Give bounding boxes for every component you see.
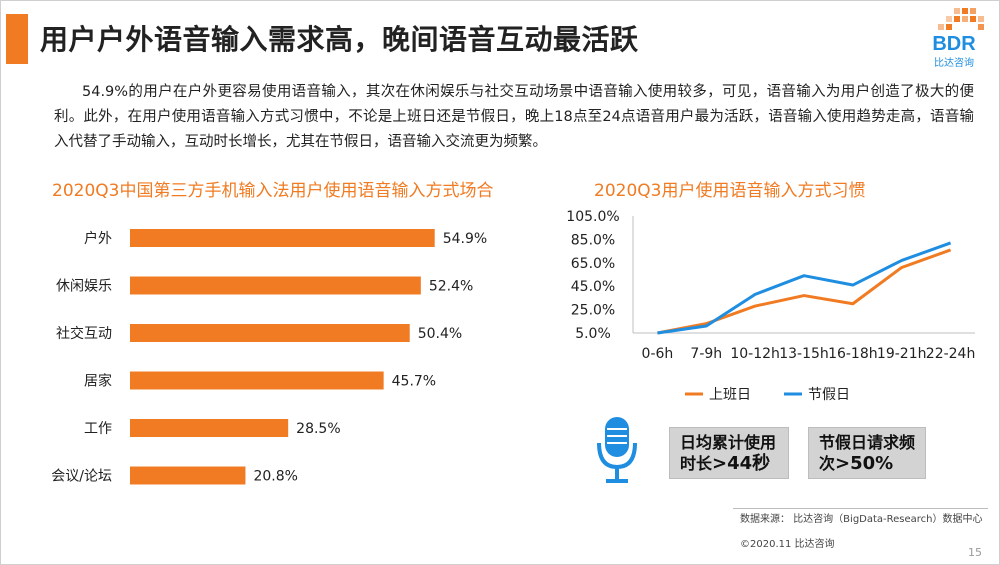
stat-line1: 日均累计使用 (680, 433, 777, 452)
bar (130, 324, 410, 342)
legend-label: 节假日 (808, 387, 850, 403)
stat-value: >44秒 (712, 453, 771, 474)
series-line (657, 248, 952, 335)
series-line (657, 241, 952, 335)
line-chart-title: 2020Q3用户使用语音输入方式习惯 (594, 181, 866, 201)
bar-chart: 户外 54.9% 休闲娱乐 52.4% 社交互动 50.4% 居家 45.7% 工作 28.5% 会… (51, 229, 487, 485)
y-tick-label: 5.0% (575, 326, 611, 342)
title-accent-bar (6, 14, 28, 64)
x-tick-label: 19-21h (877, 346, 927, 362)
stat-line1: 节假日请求频 (819, 433, 916, 452)
bar (130, 276, 421, 295)
x-tick-label: 13-15h (779, 346, 829, 362)
bar-value-label: 50.4% (418, 326, 462, 342)
bar-category-label: 居家 (84, 373, 112, 390)
stat-box-daily-duration: 日均累计使用 时长>44秒 (669, 427, 789, 479)
bar-chart-title: 2020Q3中国第三方手机输入法用户使用语音输入方式场合 (52, 181, 494, 201)
x-tick-label: 22-24h (926, 346, 976, 362)
source-divider (733, 508, 988, 509)
bar (130, 419, 289, 437)
y-tick-label: 65.0% (571, 256, 615, 272)
bar-value-label: 20.8% (253, 469, 297, 485)
logo-text: BDR (932, 33, 976, 55)
stat-box-holiday-requests: 节假日请求频 次>50% (808, 427, 926, 479)
bar-value-label: 52.4% (429, 279, 473, 295)
bar-category-label: 工作 (84, 421, 112, 437)
bar-value-label: 28.5% (296, 421, 340, 437)
page-number: 15 (968, 546, 982, 559)
logo-subtext: 比达咨询 (934, 56, 974, 69)
y-tick-label: 45.0% (571, 279, 615, 295)
y-tick-label: 25.0% (571, 303, 615, 319)
x-tick-label: 10-12h (730, 346, 780, 362)
bar-value-label: 54.9% (443, 231, 487, 247)
microphone-icon (597, 417, 637, 483)
bar-category-label: 户外 (84, 230, 112, 247)
page-title: 用户户外语音输入需求高，晚间语音互动最活跃 (40, 23, 639, 56)
x-tick-label: 0-6h (642, 346, 674, 362)
line-chart: 5.0% 25.0% 45.0% 65.0% 85.0% 105.0% 0-6h 7-9h 10… (566, 209, 976, 403)
legend-label: 上班日 (709, 387, 751, 403)
bar-category-label: 休闲娱乐 (56, 279, 112, 295)
summary-paragraph: 54.9%的用户在户外更容易使用语音输入，其次在休闲娱乐与社交互动场景中语音输入… (54, 84, 974, 150)
bdr-logo-icon: BDR 比达咨询 (932, 8, 984, 69)
x-tick-label: 16-18h (828, 346, 878, 362)
stat-line2: 次 (819, 454, 836, 473)
bar-category-label: 会议/论坛 (51, 469, 112, 485)
stat-line2: 时长 (680, 454, 713, 473)
bar (130, 466, 246, 485)
bar-value-label: 45.7% (392, 374, 436, 390)
x-tick-label: 7-9h (690, 346, 722, 362)
bar (130, 229, 435, 247)
data-source: 数据来源： 比达咨询（BigData-Research）数据中心 (740, 514, 983, 525)
y-tick-label: 85.0% (571, 232, 615, 248)
bar (130, 371, 384, 390)
copyright: ©2020.11 比达咨询 (740, 539, 835, 550)
bar-category-label: 社交互动 (56, 325, 112, 342)
y-tick-label: 105.0% (566, 209, 619, 225)
stat-value: >50% (835, 453, 894, 474)
